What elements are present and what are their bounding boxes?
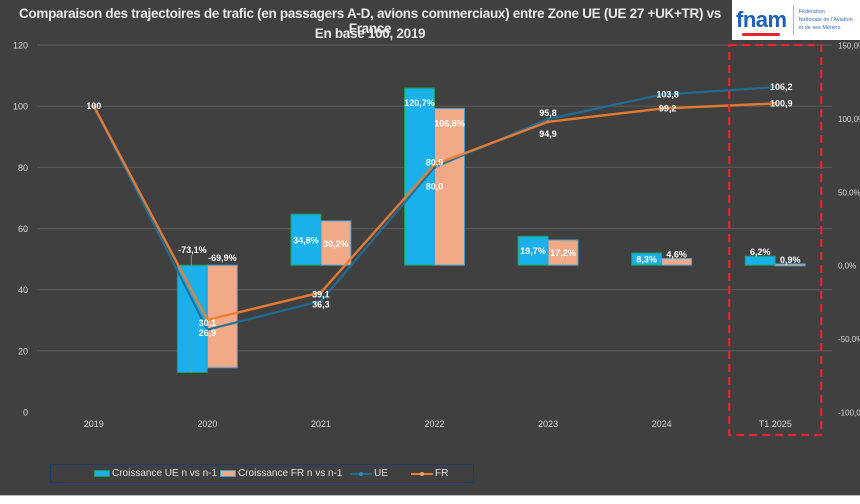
logo-separator <box>792 5 794 35</box>
bar-data-label: -69,9% <box>208 253 237 263</box>
line-fr-point <box>660 107 664 111</box>
right-axis: -100,0% -50,0% 0,0% 50,0% 100,0% 150,0% <box>838 42 860 418</box>
x-tick-label: 2022 <box>424 419 444 429</box>
bar-ue-growth <box>404 87 435 266</box>
chart-subtitle: En base 100, 2019 <box>314 26 426 41</box>
line-fr-point <box>432 162 437 167</box>
left-tick-label: 0 <box>23 408 28 418</box>
x-tick-label: 2020 <box>197 419 217 429</box>
right-tick-label: -50,0% <box>838 335 860 344</box>
x-tick-label: T1 2025 <box>759 419 792 429</box>
line-data-label-ue: 36,3 <box>312 299 330 309</box>
legend-line-ue-icon <box>350 471 372 476</box>
line-data-label-ue: 100 <box>86 101 101 111</box>
bar-data-label: 19,7% <box>520 246 546 256</box>
logo-subtitle-line: Nationale de l'Aviation <box>798 17 853 23</box>
logo-swoosh-icon <box>742 33 780 36</box>
right-tick-label: 150,0% <box>838 42 860 51</box>
legend-label: UE <box>374 468 388 479</box>
line-ue-point <box>205 328 209 332</box>
left-tick-label: 20 <box>18 346 28 356</box>
line-fr-point <box>319 290 323 295</box>
legend-label: FR <box>435 468 449 479</box>
fnam-logo: fnam Fédération Nationale de l'Aviation … <box>732 0 860 40</box>
bars-layer <box>176 87 806 374</box>
line-data-label-fr: 39,1 <box>312 289 330 299</box>
line-ue-point <box>546 117 550 121</box>
x-tick-label: 2023 <box>538 419 558 429</box>
line-fr-point <box>92 104 96 108</box>
left-tick-label: 40 <box>18 285 28 295</box>
bar-data-label: 30,2% <box>323 239 349 249</box>
legend-swatch-ue-bar <box>94 470 110 477</box>
left-tick-label: 100 <box>13 102 28 112</box>
bar-fr-growth <box>320 220 352 266</box>
line-data-label-ue: 103,8 <box>656 90 679 100</box>
bar-data-label: 6,2% <box>750 247 771 257</box>
line-data-label-fr: 99,2 <box>659 104 677 114</box>
line-data-label-fr: 94,9 <box>539 129 557 139</box>
x-tick-label: 2021 <box>311 419 331 429</box>
x-axis: 2019 2020 2021 2022 2023 2024 T1 2025 <box>84 419 792 429</box>
line-data-label-ue: 106,2 <box>770 82 793 92</box>
line-data-label-fr: 100,9 <box>770 98 793 108</box>
logo-subtitle-line: Fédération <box>798 9 825 15</box>
logo-subtitle-line: et de ses Métiers <box>798 25 841 31</box>
highlight-box <box>728 43 823 437</box>
bar-data-label: 4,6% <box>666 249 687 259</box>
chart-title: Comparaison des trajectoires de trafic (… <box>18 6 722 36</box>
bar-fr-growth <box>434 107 465 266</box>
left-tick-label: 80 <box>18 163 28 173</box>
line-ue-point <box>773 85 777 89</box>
right-tick-label: 50,0% <box>838 188 860 197</box>
legend-label: Croissance UE n vs n-1 <box>112 468 218 479</box>
right-tick-label: -100,0% <box>838 409 860 418</box>
line-fr-point <box>773 101 777 106</box>
chart-legend: Croissance UE n vs n-1 Croissance FR n v… <box>50 464 474 483</box>
logo-text: fnam <box>736 7 787 32</box>
legend-item-fr-growth: Croissance FR n vs n-1 <box>220 468 342 479</box>
left-axis: 0 20 40 60 80 100 120 <box>13 41 28 418</box>
bar-data-label: 106,8% <box>434 118 465 128</box>
bar-fr-growth <box>661 257 693 266</box>
line-data-label-ue: 80,0 <box>426 182 444 192</box>
line-ue-point <box>660 92 664 97</box>
bar-data-label: 34,8% <box>293 236 319 246</box>
left-tick-label: 60 <box>18 224 28 234</box>
bar-data-label: 8,3% <box>636 255 657 265</box>
right-tick-label: 100,0% <box>838 115 860 124</box>
bar-data-label: -73,1% <box>178 245 207 255</box>
x-tick-label: 2019 <box>84 419 104 429</box>
bar-fr-growth <box>547 239 579 266</box>
bar-data-label: 17,2% <box>550 248 576 258</box>
legend-line-fr-icon <box>411 471 433 476</box>
bar-data-label: 0,9% <box>780 255 801 265</box>
legend-label: Croissance FR n vs n-1 <box>238 468 343 479</box>
line-data-label-ue: 95,8 <box>539 108 557 118</box>
line-data-label-fr: 80,9 <box>426 158 444 168</box>
line-ue-point <box>319 299 323 303</box>
labels-layer: -73,1% 34,8% 120,7% 19,7% 8,3% 6,2% -69,9% 30,2… <box>86 82 800 338</box>
line-data-label-fr: 30,1 <box>199 318 217 328</box>
bar-data-label: 120,7% <box>404 98 435 108</box>
legend-item-ue-growth: Croissance UE n vs n-1 <box>94 468 217 479</box>
line-data-label-ue: 26,9 <box>199 328 217 338</box>
lines-layer <box>92 85 777 332</box>
logo-subtitle: Fédération Nationale de l'Aviation et de… <box>799 8 853 32</box>
bar-fr-growth <box>774 263 806 267</box>
bottom-strip <box>0 495 860 504</box>
logo-word: fnam <box>736 7 787 36</box>
bar-ue-growth <box>744 255 776 266</box>
right-tick-label: 0,0% <box>838 262 856 271</box>
line-fr-point <box>205 318 209 322</box>
line-fr-point <box>546 120 550 124</box>
highlight-layer <box>728 43 823 437</box>
x-tick-label: 2024 <box>652 419 672 429</box>
legend-swatch-fr-bar <box>220 470 236 477</box>
left-tick-label: 120 <box>13 41 28 51</box>
legend-item-ue-line: UE <box>350 468 388 479</box>
legend-item-fr-line: FR <box>411 468 448 479</box>
